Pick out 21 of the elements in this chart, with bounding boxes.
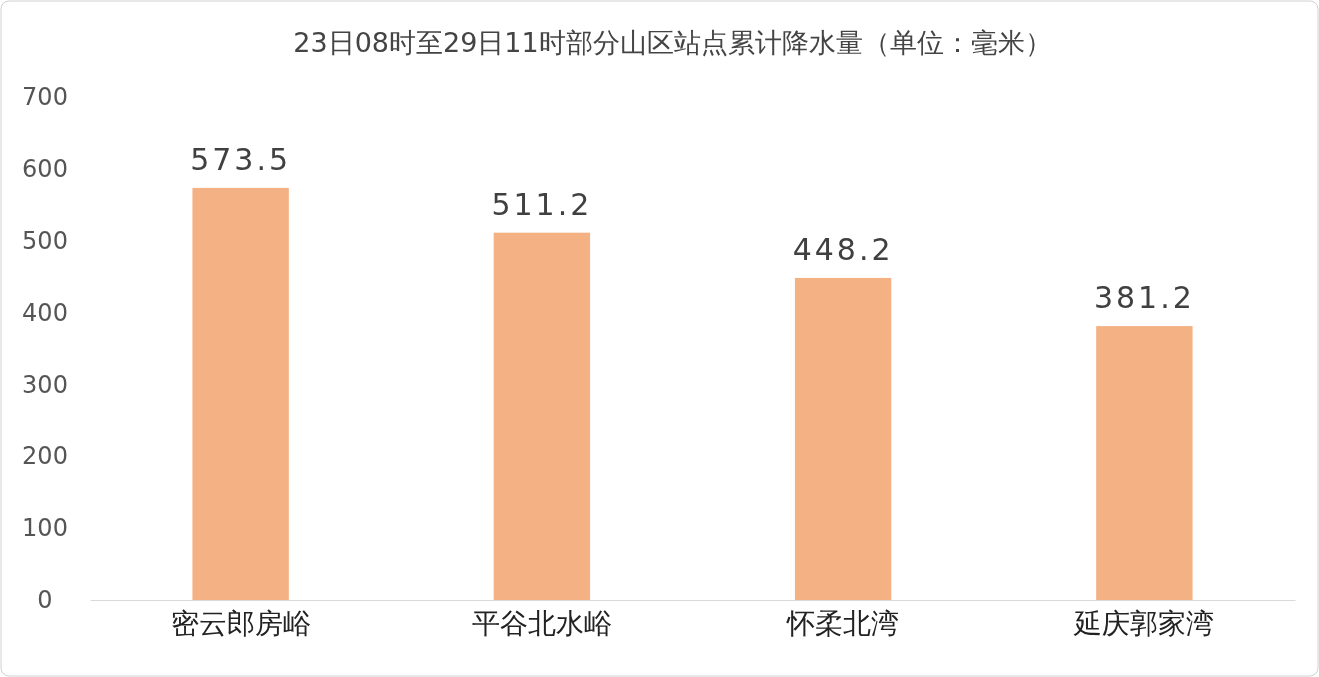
bar [1096, 326, 1193, 600]
y-tick-label: 100 [22, 514, 68, 543]
x-tick-label: 延庆郭家湾 [1073, 607, 1215, 640]
y-tick-label: 400 [22, 298, 68, 327]
bar [493, 232, 591, 600]
data-label: 511.2 [491, 186, 593, 222]
y-tick-label: 300 [22, 370, 68, 399]
data-label: 448.2 [792, 231, 894, 267]
y-tick-label: 500 [22, 226, 68, 255]
bar [794, 277, 892, 600]
x-tick-label: 平谷北水峪 [471, 607, 612, 640]
bar [192, 187, 289, 600]
x-tick-label: 密云郎房峪 [170, 607, 311, 640]
data-label: 381.2 [1093, 280, 1195, 316]
y-tick-label: 600 [22, 155, 68, 184]
y-tick-label: 200 [22, 442, 68, 471]
data-label: 573.5 [190, 141, 292, 177]
y-tick-label: 0 [37, 586, 53, 615]
y-tick-label: 700 [22, 83, 68, 112]
chart-title: 23日08时至29日11时部分山区站点累计降水量（单位：毫米） [293, 27, 1052, 58]
x-tick-label: 怀柔北湾 [786, 607, 900, 640]
